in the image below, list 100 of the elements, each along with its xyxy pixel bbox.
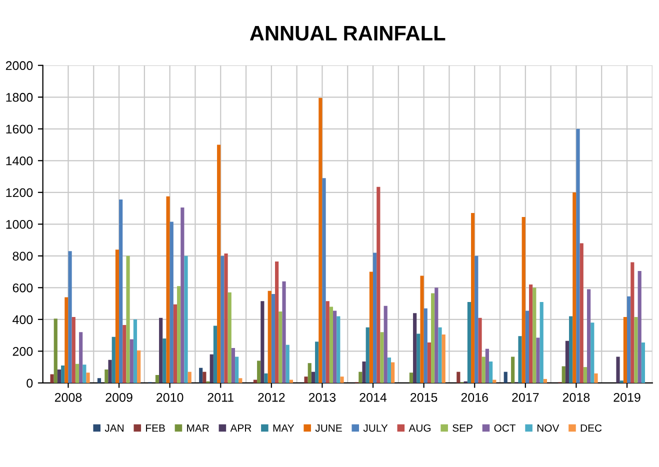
legend-label: MAY — [273, 424, 294, 432]
bar — [536, 338, 540, 383]
legend-label: JUNE — [315, 424, 342, 432]
bar — [126, 256, 130, 383]
bar — [322, 178, 326, 383]
bar — [68, 251, 72, 383]
bar — [572, 192, 576, 383]
bar — [199, 368, 203, 383]
bar — [336, 316, 340, 383]
x-tick-label: 2016 — [461, 392, 488, 402]
bar — [525, 310, 530, 383]
bar — [308, 363, 312, 383]
bar — [75, 364, 80, 383]
bar — [358, 372, 362, 383]
bar — [420, 276, 424, 383]
y-tick-label: 2000 — [6, 61, 33, 70]
bar — [474, 256, 478, 383]
bar — [133, 319, 138, 383]
bar — [427, 342, 432, 383]
bar — [482, 356, 486, 383]
x-tick-label: 2011 — [208, 392, 234, 402]
bar — [456, 372, 460, 383]
bar — [57, 369, 62, 383]
bar — [311, 372, 316, 383]
bar — [431, 293, 435, 383]
legend-label: AUG — [408, 424, 431, 432]
bar — [228, 292, 232, 383]
bar — [511, 356, 515, 383]
bar — [72, 317, 76, 383]
bar — [304, 376, 308, 383]
bar — [529, 284, 533, 383]
bar — [137, 350, 141, 383]
bar — [238, 378, 242, 383]
y-tick-label: 1800 — [6, 92, 33, 102]
bar — [366, 327, 370, 383]
bar — [522, 217, 526, 383]
y-tick-label: 1400 — [6, 156, 33, 166]
bar — [467, 302, 472, 383]
legend-label: JAN — [104, 424, 124, 432]
bar — [583, 367, 588, 383]
bar — [565, 340, 570, 383]
bar — [590, 322, 594, 383]
x-tick-label: 2014 — [360, 392, 387, 402]
bar — [278, 311, 282, 383]
bar — [489, 362, 493, 383]
bar — [318, 98, 322, 383]
bar — [594, 373, 598, 383]
x-tick-label: 2017 — [512, 392, 539, 402]
bar — [387, 358, 392, 383]
bar — [333, 310, 337, 383]
bar — [376, 186, 380, 383]
bar — [384, 306, 388, 383]
bar — [634, 317, 638, 383]
bar — [492, 380, 496, 383]
bar — [282, 281, 286, 383]
legend-label: SEP — [452, 424, 472, 432]
bar — [177, 286, 181, 383]
bar — [518, 336, 522, 383]
bar — [471, 213, 475, 383]
bar — [616, 356, 620, 383]
bar — [202, 372, 206, 383]
bar — [434, 288, 438, 383]
bar — [97, 378, 102, 383]
bar — [79, 332, 83, 383]
legend-label: APR — [230, 424, 252, 432]
bar — [180, 207, 184, 383]
bar — [268, 290, 272, 383]
bar — [485, 348, 490, 383]
bar — [112, 336, 116, 383]
bar — [424, 308, 428, 383]
bar — [416, 334, 420, 383]
bar — [155, 375, 160, 383]
bar — [391, 362, 395, 383]
y-tick-label: 0 — [26, 378, 33, 388]
legend-label: JULY — [363, 424, 388, 432]
bar — [373, 252, 377, 383]
bar — [641, 342, 645, 383]
y-tick-label: 400 — [12, 315, 33, 324]
bar — [54, 318, 58, 383]
bar — [576, 128, 580, 383]
bar — [340, 376, 344, 383]
x-tick-label: 2019 — [614, 392, 640, 402]
x-tick-label: 2018 — [562, 392, 590, 402]
bar — [253, 380, 258, 383]
bar — [115, 250, 120, 383]
bar — [217, 144, 221, 383]
bar — [562, 366, 566, 383]
y-tick-label: 800 — [12, 252, 33, 261]
bar — [82, 364, 86, 383]
bar — [231, 348, 236, 383]
bar — [438, 327, 442, 383]
legend-label: DEC — [580, 424, 602, 432]
bar — [61, 365, 65, 383]
bar — [264, 373, 268, 383]
x-tick-label: 2013 — [308, 392, 336, 402]
bar — [64, 297, 68, 383]
bar — [630, 262, 634, 383]
bar — [257, 360, 261, 383]
bar — [369, 272, 374, 383]
bar — [235, 356, 239, 383]
